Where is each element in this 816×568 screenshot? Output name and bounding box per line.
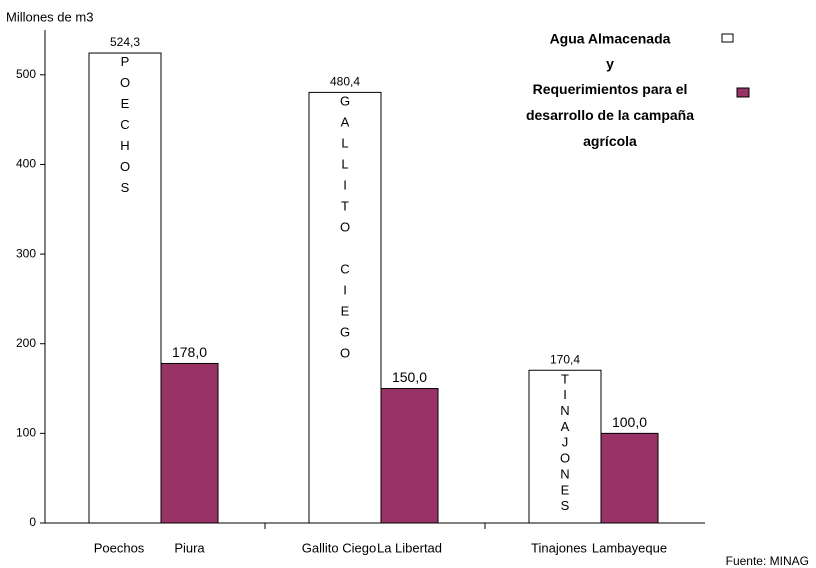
legend-joiner: y [606,56,614,72]
y-axis-label: Millones de m3 [6,9,93,24]
bar [600,432,659,524]
y-tick-label: 100 [16,426,36,440]
x-tick-label: Lambayeque [592,540,667,555]
bar [308,91,382,524]
legend-swatch [721,33,734,43]
x-tick-label: Tinajones [531,540,587,555]
x-tick-label: Gallito Ciego [302,540,376,555]
x-tick-label: Piura [174,540,205,555]
value-label: 150,0 [392,369,427,385]
x-tick-label: Poechos [94,540,145,555]
bar [160,362,219,524]
bar [528,369,602,524]
value-label: 178,0 [172,344,207,360]
legend-swatch [736,87,750,98]
value-label: 170,4 [550,352,580,366]
source: Fuente: MINAG [726,554,809,568]
y-tick-label: 300 [16,246,36,260]
legend-label: Agua Almacenada [550,31,671,47]
x-tick-label: La Libertad [377,540,442,555]
y-tick-label: 0 [29,515,36,529]
y-tick-label: 200 [16,336,36,350]
y-tick-label: 400 [16,157,36,171]
value-label: 100,0 [612,414,647,430]
value-label: 480,4 [330,75,360,89]
legend-label: Requerimientos para el desarrollo de la c… [526,81,694,149]
bar [380,388,439,524]
bar [88,52,162,524]
y-tick-label: 500 [16,67,36,81]
value-label: 524,3 [110,35,140,49]
